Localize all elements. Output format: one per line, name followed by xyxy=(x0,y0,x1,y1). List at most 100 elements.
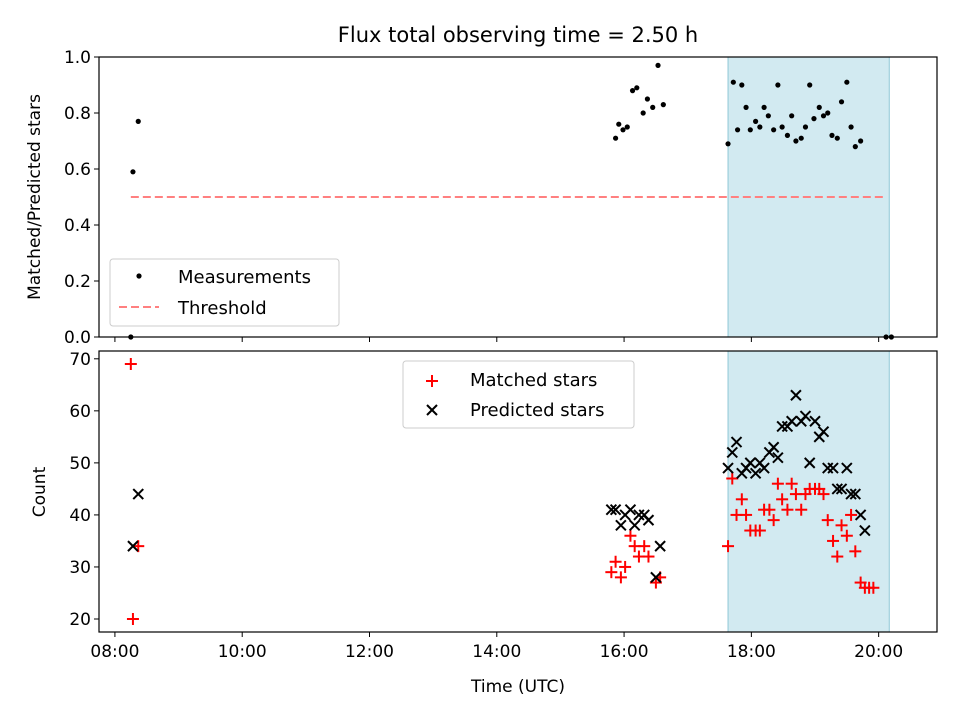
predicted-point xyxy=(654,540,666,552)
top-legend-box xyxy=(109,258,340,327)
matched-point xyxy=(740,508,753,521)
x-tick-label: 14:00 xyxy=(472,642,521,662)
x-tick-label: 18:00 xyxy=(727,642,776,662)
measurement-point xyxy=(848,124,854,130)
x-tick-label: 20:00 xyxy=(854,642,903,662)
measurement-point xyxy=(844,79,850,85)
predicted-point xyxy=(624,504,637,516)
matched-point xyxy=(827,534,840,547)
measurement-point xyxy=(784,132,791,138)
measurement-point xyxy=(629,88,636,94)
matched-point xyxy=(835,519,848,532)
x-tick-label: 10:00 xyxy=(218,642,267,662)
predicted-point xyxy=(772,451,784,464)
predicted-point xyxy=(615,519,627,532)
y-tick-label: 70 xyxy=(69,350,91,370)
matched-point xyxy=(619,560,632,573)
predicted-point xyxy=(841,462,853,474)
predicted-point xyxy=(849,488,862,500)
bottom-y-axis-label: Count xyxy=(30,466,50,517)
measurement-point xyxy=(820,113,827,119)
measurement-point xyxy=(747,127,753,133)
y-tick-label: 0.8 xyxy=(64,104,91,124)
measurement-point xyxy=(624,124,630,130)
predicted-point xyxy=(744,457,757,469)
matched-point xyxy=(771,477,784,490)
y-tick-label: 1.0 xyxy=(64,48,91,68)
x-axis-label: Time (UTC) xyxy=(470,677,565,697)
y-tick-label: 50 xyxy=(69,454,91,474)
matched-point xyxy=(726,472,739,485)
measurement-point xyxy=(811,116,817,122)
measurement-point xyxy=(825,110,831,116)
measurement-point xyxy=(775,82,781,88)
x-tick-label: 16:00 xyxy=(600,642,649,662)
matched-point xyxy=(126,612,139,625)
y-tick-label: 0.6 xyxy=(64,160,91,180)
matched-point xyxy=(638,540,651,553)
predicted-point xyxy=(831,483,843,495)
bottom-legend: Matched stars Predicted stars xyxy=(402,360,635,429)
top-subplot: 0.0 0.2 0.4 0.6 0.8 1.0 Matched/Predicted sta… xyxy=(25,48,938,348)
bottom-legend-box xyxy=(402,360,635,429)
predicted-point xyxy=(749,467,762,479)
matched-point xyxy=(795,503,808,516)
y-tick-label: 40 xyxy=(69,506,91,526)
legend-measurements-marker xyxy=(136,273,142,279)
measurement-point xyxy=(640,110,646,116)
matched-point xyxy=(781,503,794,516)
measurement-point xyxy=(650,104,656,110)
measurement-point xyxy=(761,104,767,110)
measurement-point xyxy=(616,121,622,127)
matched-point xyxy=(735,493,748,506)
measurement-point xyxy=(734,127,741,133)
legend-measurements-label: Measurements xyxy=(178,267,311,288)
measurement-point xyxy=(852,144,858,150)
top-legend: Measurements Threshold xyxy=(109,258,340,327)
bottom-subplot: 20 30 40 50 60 70 08:00 10:00 12:00 14:00 16:00 18… xyxy=(30,350,938,697)
y-tick-label: 0.4 xyxy=(64,216,91,236)
y-tick-label: 0.0 xyxy=(64,328,91,348)
predicted-point xyxy=(628,519,641,532)
matched-point xyxy=(124,358,137,371)
matched-point xyxy=(609,555,622,568)
measurement-point xyxy=(793,138,799,144)
matched-point xyxy=(767,514,780,527)
matched-point xyxy=(817,488,830,501)
measurement-point xyxy=(612,135,619,141)
legend-predicted-label: Predicted stars xyxy=(470,400,604,421)
predicted-point xyxy=(785,415,798,427)
predicted-point xyxy=(642,514,655,526)
top-axes-frame xyxy=(98,56,938,338)
measurement-point xyxy=(816,104,822,110)
measurement-point xyxy=(789,113,795,119)
y-tick-label: 60 xyxy=(69,402,91,422)
measurement-point xyxy=(771,127,777,133)
matched-point xyxy=(831,550,844,563)
measurement-point xyxy=(753,118,759,124)
y-tick-label: 20 xyxy=(69,610,91,630)
predicted-point xyxy=(804,457,816,469)
measurement-point xyxy=(765,113,771,119)
matched-point xyxy=(642,550,655,563)
measurement-point xyxy=(743,104,749,110)
x-tick-label: 12:00 xyxy=(345,642,394,662)
predicted-point xyxy=(809,415,821,427)
shaded-interval xyxy=(727,350,890,633)
matched-point xyxy=(867,581,880,594)
predicted-point xyxy=(605,504,618,516)
predicted-point xyxy=(845,488,857,500)
measurement-point xyxy=(858,138,864,144)
measurement-point xyxy=(779,124,785,130)
measurement-point xyxy=(620,127,626,133)
measurement-point xyxy=(644,96,651,102)
measurement-point xyxy=(135,118,141,124)
predicted-point xyxy=(827,462,839,474)
matched-point xyxy=(722,540,735,553)
predicted-point xyxy=(835,483,848,495)
predicted-point xyxy=(726,446,738,459)
legend-threshold-label: Threshold xyxy=(177,298,267,319)
matched-point xyxy=(849,545,862,558)
bottom-axes-frame xyxy=(98,350,938,633)
measurement-point xyxy=(834,135,840,141)
